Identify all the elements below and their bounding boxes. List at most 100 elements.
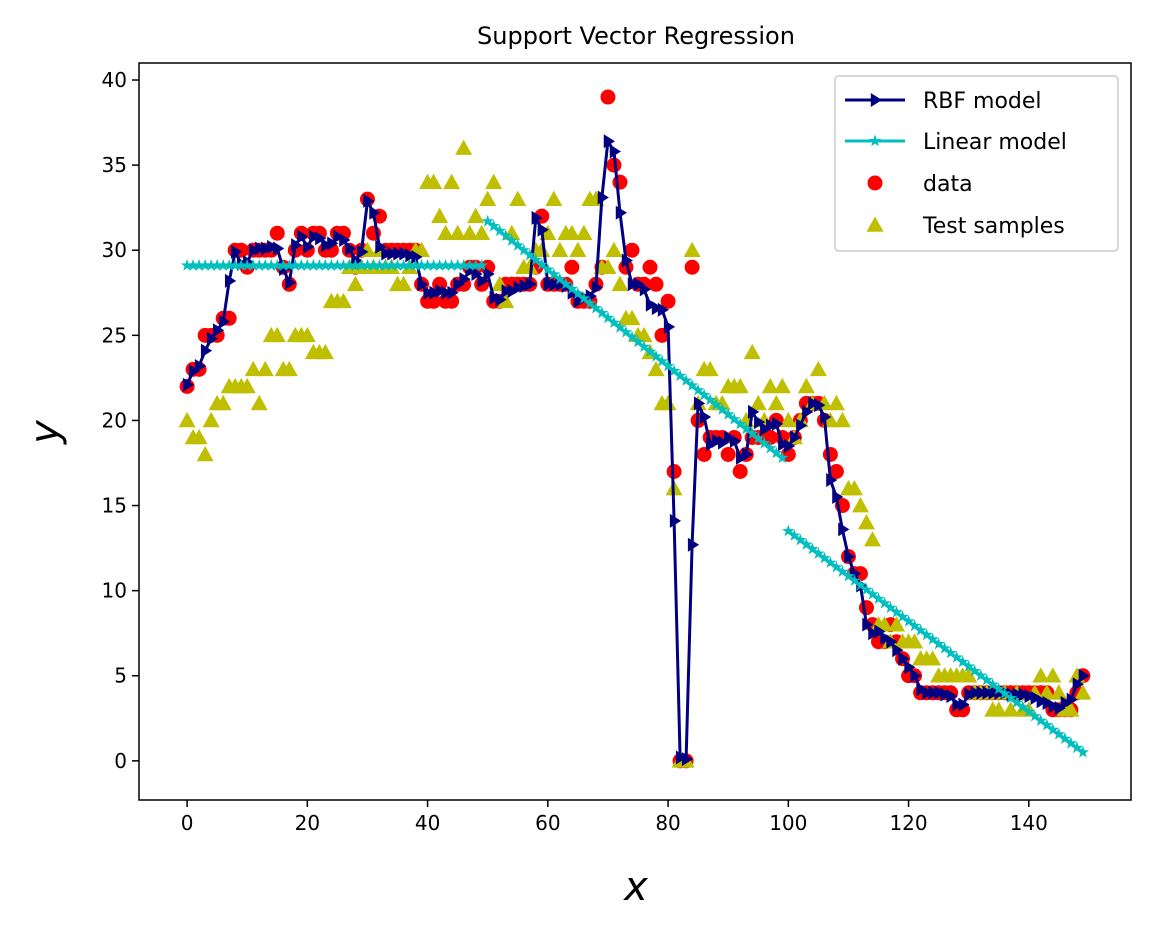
test-sample-point xyxy=(346,275,364,292)
linear-model-point xyxy=(962,660,975,672)
test-sample-point xyxy=(611,275,629,292)
rbf-model-point xyxy=(1072,677,1084,692)
rbf-model-point xyxy=(206,331,219,346)
test-sample-point xyxy=(443,173,461,189)
test-sample-point xyxy=(551,241,569,258)
legend-box xyxy=(834,75,1119,252)
rbf-model-point xyxy=(844,549,856,564)
y-axis-label: y xyxy=(22,419,68,445)
rbf-model-point xyxy=(369,205,381,220)
data-point xyxy=(696,446,712,462)
linear-model-point xyxy=(1004,691,1017,704)
test-sample-point xyxy=(767,394,785,411)
x-axis-label: x xyxy=(622,864,648,910)
rbf-model-point xyxy=(309,229,321,244)
linear-model-point xyxy=(800,538,813,550)
linear-model-point xyxy=(728,412,741,425)
rbf-model-point xyxy=(621,253,633,268)
test-sample-point xyxy=(280,360,298,377)
linear-model-point xyxy=(649,350,663,362)
rbf-model-point xyxy=(447,285,459,300)
rbf-model-point xyxy=(321,238,333,253)
data-point xyxy=(612,174,628,190)
rbf-model-point xyxy=(471,267,483,282)
x-tick-label: 100 xyxy=(769,811,807,835)
rbf-model-point xyxy=(862,617,874,632)
linear-model-point xyxy=(180,259,194,271)
rbf-model-point xyxy=(345,241,357,256)
rbf-model-point xyxy=(218,314,231,329)
linear-model-point xyxy=(740,422,753,435)
rbf-model-point xyxy=(711,433,724,448)
rbf-model-point xyxy=(387,246,399,261)
test-sample-point xyxy=(431,207,449,223)
linear-model-point xyxy=(499,229,512,241)
linear-model-point xyxy=(343,259,356,271)
rbf-model-point xyxy=(934,685,946,700)
linear-model-point xyxy=(704,393,717,406)
data-point xyxy=(660,293,676,309)
rbf-model-point xyxy=(754,415,766,430)
rbf-model-point xyxy=(477,273,489,288)
linear-model-point xyxy=(1046,723,1059,735)
rbf-model-point xyxy=(303,239,315,254)
linear-model-point xyxy=(1070,741,1084,754)
linear-model-point xyxy=(319,259,332,271)
linear-model-point xyxy=(337,259,350,271)
legend-marker xyxy=(867,175,883,191)
linear-model-point xyxy=(517,243,530,256)
test-sample-point xyxy=(833,411,851,428)
linear-model-point xyxy=(583,296,597,309)
x-tick-label: 40 xyxy=(415,811,440,835)
linear-model-point xyxy=(938,642,951,654)
rbf-model-point xyxy=(1024,689,1036,704)
test-sample-point xyxy=(467,207,485,223)
linear-model-point xyxy=(679,374,693,386)
linear-model-point xyxy=(764,441,777,454)
data-point xyxy=(600,89,616,105)
test-sample-point xyxy=(298,326,316,343)
linear-model-point xyxy=(247,259,260,271)
test-sample-point xyxy=(473,224,491,241)
rbf-model-point xyxy=(609,144,621,159)
linear-model-point xyxy=(806,542,819,555)
rbf-model-point xyxy=(255,241,267,256)
linear-model-point xyxy=(854,578,867,591)
linear-model-point xyxy=(914,623,927,636)
linear-model-point xyxy=(968,664,981,677)
linear-model-point xyxy=(667,364,681,377)
linear-model-point xyxy=(571,287,585,299)
rbf-model-point xyxy=(693,396,706,411)
test-sample-point xyxy=(845,480,863,496)
test-sample-point xyxy=(749,394,767,411)
linear-model-point xyxy=(716,403,729,415)
linear-model-point xyxy=(205,259,218,271)
legend-label: RBF model xyxy=(923,89,1042,114)
legend-entry: RBF model xyxy=(845,89,1042,114)
y-tick-label: 35 xyxy=(102,153,127,177)
linear-model-point xyxy=(361,259,374,271)
linear-model-point xyxy=(451,259,464,271)
rbf-model-point xyxy=(784,438,796,453)
rbf-model-point xyxy=(357,244,369,259)
data-point xyxy=(666,463,682,479)
rbf-model-point xyxy=(453,277,465,292)
data-point xyxy=(564,259,580,275)
linear-model-point xyxy=(265,259,278,271)
data-point xyxy=(822,446,838,462)
linear-model-point xyxy=(631,335,645,348)
rbf-model-point xyxy=(399,246,411,261)
rbf-model-point xyxy=(525,277,537,292)
linear-model-point xyxy=(691,383,705,396)
rbf-model-point xyxy=(1048,699,1060,714)
linear-model-point xyxy=(812,547,825,559)
rbf-model-point xyxy=(381,246,393,261)
linear-model-point xyxy=(235,259,248,271)
data-point xyxy=(732,463,748,479)
rbf-model-point xyxy=(790,430,802,445)
linear-model-point xyxy=(601,311,615,324)
linear-model-point xyxy=(355,259,368,271)
linear-model-point xyxy=(710,398,723,410)
linear-model-point xyxy=(415,259,428,271)
linear-model-point xyxy=(385,259,398,271)
